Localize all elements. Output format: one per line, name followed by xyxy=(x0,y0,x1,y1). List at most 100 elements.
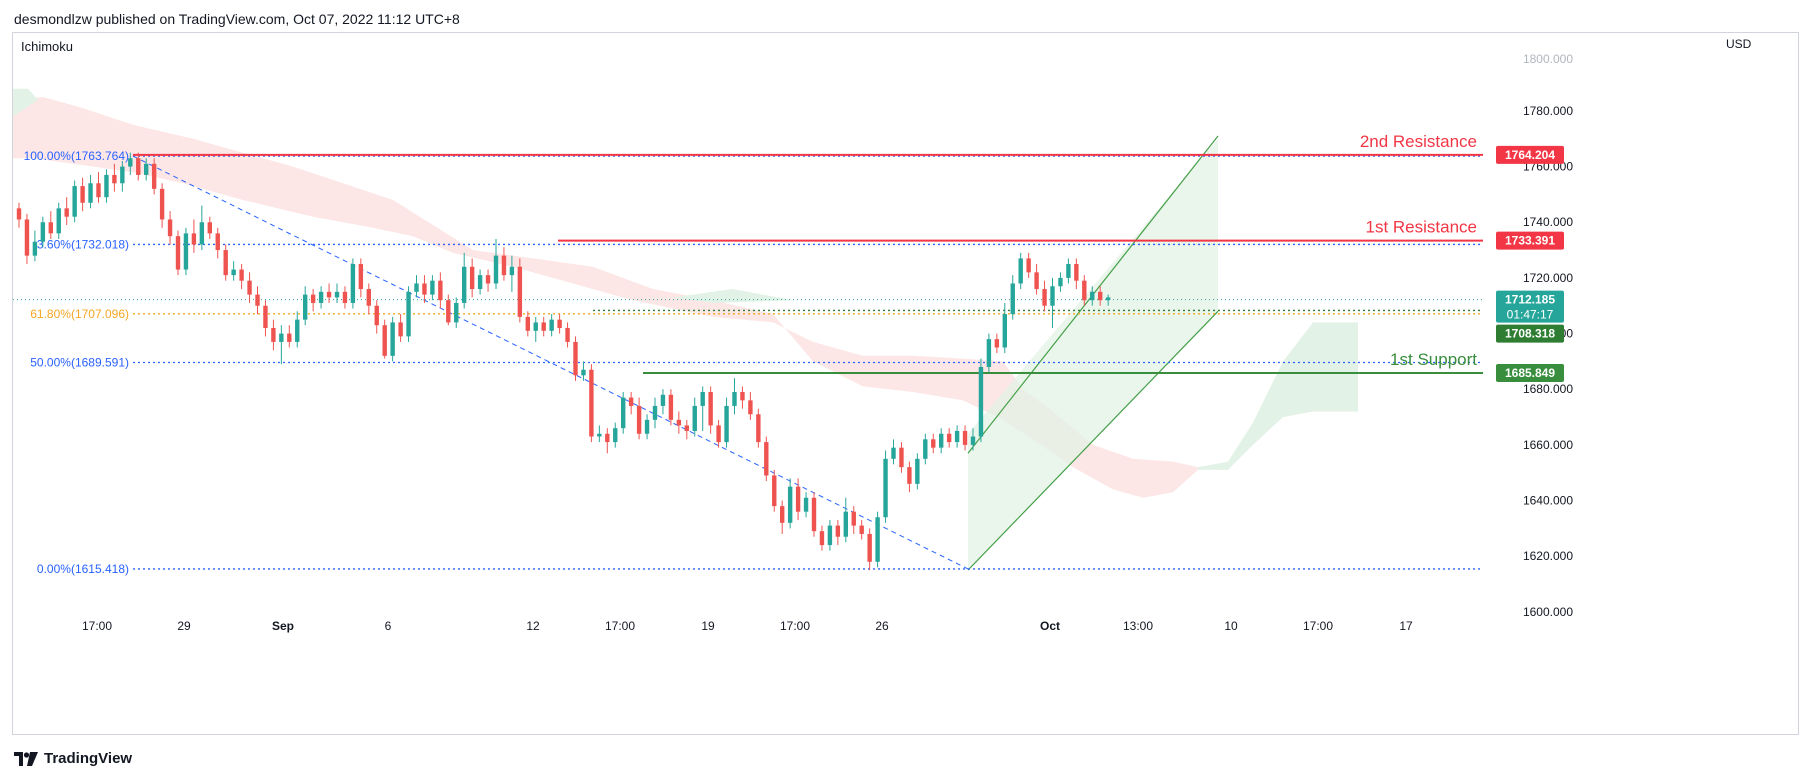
candle-body xyxy=(557,319,562,328)
candle-body xyxy=(128,158,133,167)
candle-body xyxy=(772,475,777,507)
candle xyxy=(1074,258,1079,290)
candle xyxy=(780,500,785,534)
chart-frame[interactable]: 100.00%(1763.764) 3.60%(1732.018) 61.80%(1… xyxy=(12,32,1799,735)
candle-body xyxy=(136,158,141,175)
price-tag-last-countdown: 01:47:17 xyxy=(1507,308,1554,322)
candle xyxy=(501,247,507,281)
price-tag-cloud-text: 1708.318 xyxy=(1505,327,1555,341)
candle xyxy=(978,358,984,443)
candle-body xyxy=(358,263,364,290)
candle xyxy=(1090,286,1095,306)
candle-body xyxy=(1034,272,1039,290)
candle-body xyxy=(96,183,101,198)
candle xyxy=(398,314,403,342)
price-tag-support-text: 1685.849 xyxy=(1505,366,1555,380)
candle xyxy=(764,436,769,482)
candle xyxy=(318,286,324,309)
price-tag-cloud[interactable]: 1708.318 xyxy=(1496,324,1564,343)
candle-body xyxy=(875,517,880,562)
candle-body xyxy=(199,222,205,245)
candle-body xyxy=(382,325,387,356)
candle xyxy=(159,183,165,228)
fibonacci-retracement[interactable]: 100.00%(1763.764) 3.60%(1732.018) 61.80%(1… xyxy=(24,149,1483,576)
candle-body xyxy=(422,283,427,295)
candle xyxy=(931,433,936,454)
candle xyxy=(128,152,133,175)
candle-body xyxy=(962,430,968,445)
candle xyxy=(342,286,348,309)
fib-trend-line[interactable] xyxy=(132,155,969,570)
cloud-bearish-area xyxy=(13,97,1198,498)
candle xyxy=(668,389,674,426)
candle xyxy=(939,428,944,454)
candle xyxy=(366,283,371,315)
price-tag-support[interactable]: 1685.849 xyxy=(1496,363,1564,382)
candle xyxy=(581,361,586,381)
candle-body xyxy=(931,439,936,448)
candle xyxy=(144,158,149,181)
ascending-channel[interactable] xyxy=(967,135,1219,571)
candle-body xyxy=(271,328,276,342)
candle xyxy=(1050,277,1055,328)
candle xyxy=(247,272,252,303)
candle-body xyxy=(970,436,976,445)
candle xyxy=(469,258,475,298)
time-axis[interactable]: 17:00 29 Sep 6 12 17:00 19 17:00 26 Oct 13:00 10 17:… xyxy=(82,619,1413,633)
candle-body xyxy=(946,433,952,443)
candle xyxy=(446,294,451,326)
candle xyxy=(740,386,745,409)
candle xyxy=(96,172,101,203)
candle-body xyxy=(819,531,825,546)
candle-body xyxy=(183,233,189,270)
footer-brand[interactable]: TradingView xyxy=(14,750,132,767)
candle xyxy=(970,428,976,451)
candle-body xyxy=(613,428,618,443)
support-resistance-levels[interactable]: 2nd Resistance 1st Resistance 1st Support xyxy=(13,132,1483,374)
candle-body xyxy=(891,447,896,459)
candle-body xyxy=(469,266,475,290)
candle xyxy=(867,528,872,571)
candle xyxy=(772,469,777,512)
candle xyxy=(112,163,117,192)
candle-body xyxy=(859,525,864,534)
candle-body xyxy=(899,447,904,468)
candle-body xyxy=(851,511,856,526)
candle-body xyxy=(462,266,467,303)
candle-body xyxy=(231,269,236,276)
price-chart[interactable]: 100.00%(1763.764) 3.60%(1732.018) 61.80%(1… xyxy=(13,33,1798,734)
candle xyxy=(64,197,69,226)
price-tag-resistance-bg xyxy=(1496,145,1564,164)
fib-level-label: 100.00%(1763.764) xyxy=(24,149,129,163)
channel-lower-line[interactable] xyxy=(967,310,1219,571)
candle-body xyxy=(803,497,809,512)
price-tag-resistance[interactable]: 1733.391 xyxy=(1496,231,1564,250)
indicator-label[interactable]: Ichimoku xyxy=(21,39,73,54)
price-tag-resistance[interactable]: 1764.204 xyxy=(1496,145,1564,164)
candle-body xyxy=(509,266,515,276)
candle xyxy=(819,525,825,551)
candle xyxy=(310,289,316,312)
candle-body xyxy=(597,433,602,437)
candle xyxy=(843,497,848,543)
candle xyxy=(191,219,197,253)
candle xyxy=(660,389,666,415)
candle-body xyxy=(1002,314,1007,348)
candlestick-series xyxy=(16,152,1111,571)
candle-body xyxy=(80,186,85,203)
candle-body xyxy=(954,430,960,443)
time-tick-label: 17:00 xyxy=(1303,619,1333,633)
time-tick-label: 26 xyxy=(875,619,889,633)
candle xyxy=(859,520,864,540)
time-tick-label: Sep xyxy=(272,619,294,633)
candle-body xyxy=(406,291,411,337)
price-axis[interactable]: 1600.000 1620.000 1640.000 1660.000 1680.000… xyxy=(1496,52,1573,619)
candle-body xyxy=(1050,286,1055,306)
candle xyxy=(326,283,332,303)
candle xyxy=(406,286,411,342)
ichimoku-cloud xyxy=(13,88,1358,498)
candle-body xyxy=(764,442,769,476)
candle xyxy=(350,258,356,309)
cloud-bullish-area-left xyxy=(13,88,38,117)
